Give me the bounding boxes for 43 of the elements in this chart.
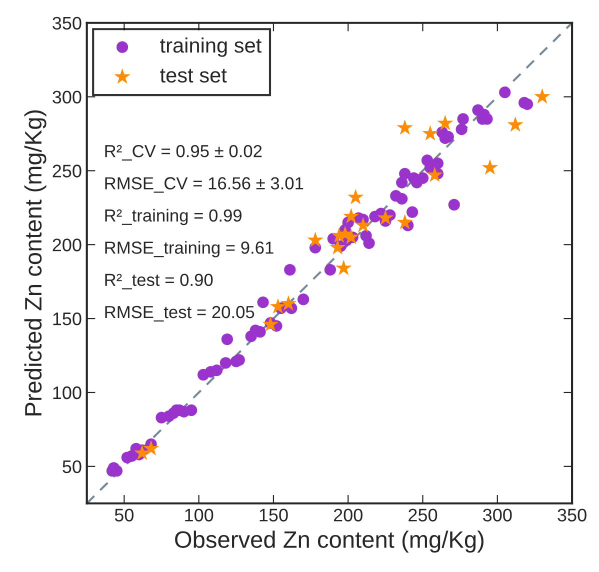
x-tick-label: 150 [260,508,288,522]
x-tick-label: 300 [483,508,512,522]
point [396,119,413,135]
y-tick-label: 50 [62,460,82,474]
point [330,239,346,254]
point [307,232,324,248]
point [336,260,352,276]
y-tick-label: 200 [52,238,82,252]
y-tick-label: 300 [52,90,82,104]
point [426,166,443,182]
x-tick-label: 200 [334,508,362,522]
legend-label: training set [160,37,262,57]
x-tick-label: 50 [114,508,134,522]
point [437,114,454,130]
legend-label: test set [160,68,227,83]
point [422,125,438,141]
point [377,210,394,225]
point [482,159,498,175]
point [507,116,524,132]
y-tick-label: 250 [52,164,82,178]
point [142,440,160,456]
x-axis-title: Observed Zn content (mg/Kg) [175,530,484,553]
annotation: R²_test = 0.90 [105,274,213,290]
point [270,298,286,314]
x-tick-label: 100 [185,508,214,522]
point [343,208,360,224]
y-tick-label: 100 [53,386,82,400]
point [534,88,550,104]
point [396,214,413,230]
point [347,188,364,204]
point [262,316,279,332]
annotation: RMSE_CV = 16.56 ± 3.01 [105,177,304,193]
x-tick-label: 350 [558,508,586,522]
y-tick-label: 350 [52,16,82,30]
annotation: R²_CV = 0.95 ± 0.02 [105,144,262,161]
y-tick-label: 150 [53,312,82,326]
point [280,295,296,311]
x-tick-label: 250 [408,508,438,522]
y-axis-title: Predicted Zn content (mg/Kg) [24,110,46,416]
annotation: R²_training = 0.99 [105,208,242,226]
annotation: RMSE_training = 9.61 [105,241,274,258]
point [354,216,372,232]
annotation: RMSE_test = 20.05 [105,306,254,322]
